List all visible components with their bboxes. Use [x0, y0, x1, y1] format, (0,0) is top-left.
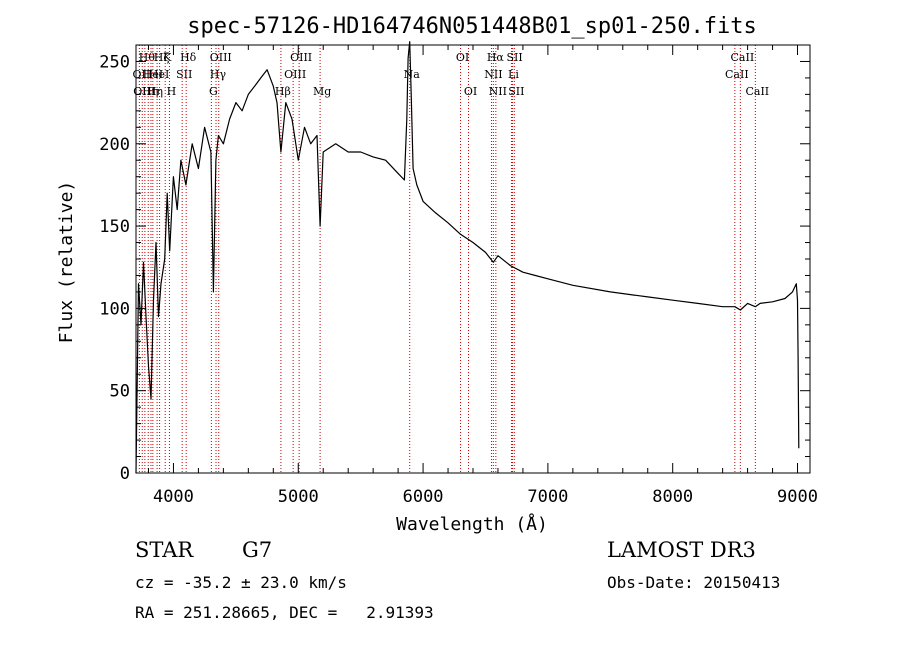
x-tick-label: 9000 [777, 487, 818, 507]
spectral-line-label: Mg [313, 85, 331, 98]
spectral-line-label: SII [508, 85, 524, 98]
spectrum-line [135, 41, 800, 474]
spectral-line-label: OI [456, 51, 469, 64]
series-layer [135, 41, 800, 474]
plot-frame [135, 44, 811, 474]
spectral-line-label: CaII [725, 68, 749, 81]
spectral-line-label: G [209, 85, 218, 98]
spectral-line-label: HeI [143, 68, 163, 81]
spectral-line-label: Hβ [275, 85, 291, 98]
y-tick-label: 50 [110, 382, 130, 402]
redshift-readout: cz = -35.2 ± 23.0 km/s [135, 573, 347, 592]
y-tick-label: 200 [99, 135, 130, 155]
axes-layer: 4000 5000 6000 7000 8000 9000 0 50 100 150 200 250 [99, 44, 818, 507]
spectral-line-label: Hη [147, 85, 163, 98]
spectral-line-label: NII [484, 68, 502, 81]
spectral-line-label: OIII [284, 68, 306, 81]
spectral-line-label: Na [404, 68, 421, 81]
x-tick-label: 4000 [153, 487, 194, 507]
spectral-line-label: H [167, 85, 177, 98]
survey-label: LAMOST DR3 [607, 538, 756, 562]
spectral-lines-layer: OIIOIIIHθHηHeIHηHeIHζKHSIIHδGHγOIIIHβOII… [133, 45, 769, 473]
y-tick-label: 100 [99, 299, 130, 319]
spectral-line-label: OIII [290, 51, 312, 64]
spectral-line-label: OI [464, 85, 477, 98]
spectral-line-label: NII [489, 85, 507, 98]
object-subclass: G7 [242, 538, 273, 562]
y-tick-label: 150 [99, 217, 130, 237]
spectral-line-label: Hδ [180, 51, 197, 64]
spectral-line-label: SII [176, 68, 192, 81]
spectral-line-label: CaII [731, 51, 755, 64]
coordinates-readout: RA = 251.28665, DEC = 2.91393 [135, 603, 434, 622]
x-tick-label: 8000 [652, 487, 693, 507]
observation-date: Obs-Date: 20150413 [607, 573, 781, 592]
spectral-line-label: CaII [745, 85, 769, 98]
x-tick-label: 7000 [527, 487, 568, 507]
x-tick-label: 6000 [403, 487, 444, 507]
y-axis-label: Flux (relative) [56, 181, 77, 344]
spectral-line-label: K [163, 51, 172, 64]
spectral-line-label: Li [508, 68, 519, 81]
y-tick-label: 250 [99, 52, 130, 72]
spectral-line-label: Hγ [210, 68, 227, 81]
chart-title: spec-57126-HD164746N051448B01_sp01-250.f… [187, 14, 757, 39]
x-axis-label: Wavelength (Å) [396, 513, 548, 535]
object-class: STAR [135, 538, 194, 562]
x-tick-label: 5000 [278, 487, 319, 507]
spectral-line-label: HeI [149, 68, 169, 81]
spectral-line-label: Hη [142, 85, 158, 98]
y-tick-label: 0 [120, 464, 130, 484]
spectral-line-label: OIII [210, 51, 232, 64]
